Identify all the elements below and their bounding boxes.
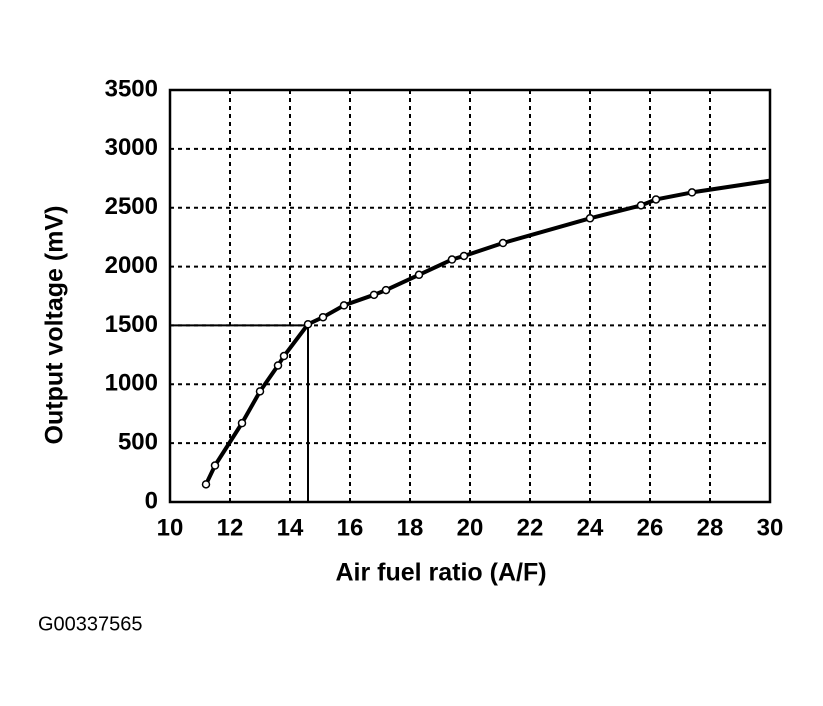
data-point bbox=[498, 238, 508, 248]
data-point bbox=[636, 201, 646, 210]
data-point bbox=[414, 270, 424, 280]
y-axis-label: Output voltage (mV) bbox=[41, 206, 69, 445]
data-point bbox=[255, 387, 265, 396]
data-point bbox=[687, 188, 697, 197]
x-tick-label: 30 bbox=[757, 514, 784, 541]
data-point bbox=[201, 480, 211, 489]
x-tick-label: 22 bbox=[517, 514, 544, 541]
data-point bbox=[459, 251, 469, 261]
data-point bbox=[381, 285, 391, 295]
data-point bbox=[585, 214, 595, 223]
data-point bbox=[210, 461, 220, 470]
data-point bbox=[303, 320, 313, 329]
y-tick-label: 2000 bbox=[105, 252, 158, 279]
data-point bbox=[447, 255, 457, 264]
footer-code: G00337565 bbox=[38, 613, 143, 635]
x-axis-label: Air fuel ratio (A/F) bbox=[335, 559, 546, 587]
data-point bbox=[369, 290, 379, 300]
x-tick-label: 16 bbox=[337, 514, 364, 541]
x-tick-label: 10 bbox=[157, 514, 184, 541]
data-point bbox=[651, 195, 661, 204]
data-point bbox=[237, 418, 247, 428]
y-tick-label: 1000 bbox=[105, 370, 158, 397]
y-tick-label: 1500 bbox=[105, 311, 158, 338]
x-tick-label: 20 bbox=[457, 514, 484, 541]
x-tick-label: 12 bbox=[217, 514, 244, 541]
y-tick-label: 3500 bbox=[105, 75, 158, 102]
y-tick-label: 2500 bbox=[105, 193, 158, 220]
y-tick-label: 500 bbox=[118, 428, 158, 455]
y-tick-label: 0 bbox=[145, 487, 158, 514]
x-tick-label: 26 bbox=[637, 514, 664, 541]
x-tick-label: 24 bbox=[577, 514, 604, 541]
plot-border bbox=[168, 88, 772, 504]
data-point bbox=[273, 361, 283, 370]
x-tick-label: 14 bbox=[277, 514, 304, 541]
y-tick-label: 3000 bbox=[105, 134, 158, 161]
data-point bbox=[318, 312, 328, 322]
data-line bbox=[204, 178, 771, 486]
data-point bbox=[279, 351, 289, 361]
x-tick-label: 18 bbox=[397, 514, 424, 541]
x-tick-label: 28 bbox=[697, 514, 724, 541]
data-point bbox=[339, 301, 349, 310]
